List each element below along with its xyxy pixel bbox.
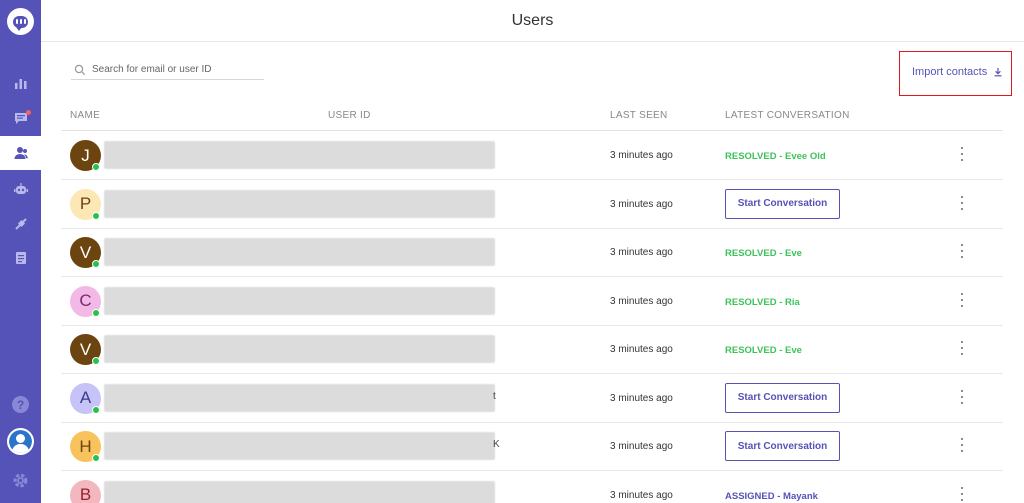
redacted-user-info[interactable]: [104, 383, 495, 412]
conversation-status-link[interactable]: RESOLVED - Ria: [725, 296, 800, 308]
reports-icon[interactable]: [0, 66, 41, 100]
help-icon[interactable]: ?: [12, 396, 29, 413]
online-status-dot: [92, 454, 100, 462]
last-seen-text: 3 minutes ago: [610, 441, 673, 452]
row-more-options-icon[interactable]: [959, 147, 965, 161]
conversation-status-link[interactable]: ASSIGNED - Mayank: [725, 490, 818, 502]
download-icon: [994, 68, 1002, 77]
row-more-options-icon[interactable]: [959, 341, 965, 355]
online-status-dot: [92, 308, 100, 317]
redacted-user-info[interactable]: [104, 480, 495, 503]
row-more-options-icon[interactable]: [959, 486, 965, 501]
online-status-dot: [92, 211, 100, 220]
column-header-latest-conversation[interactable]: LATEST CONVERSATION: [725, 110, 850, 121]
last-seen-text: 3 minutes ago: [610, 392, 673, 404]
online-status-dot: [92, 260, 100, 268]
import-highlight-box: [899, 51, 1012, 96]
start-conversation-button[interactable]: Start Conversation: [725, 431, 840, 461]
import-contacts-label: Import contacts: [912, 66, 988, 78]
search-icon: [74, 64, 86, 75]
start-conversation-button[interactable]: Start Conversation: [725, 382, 840, 413]
integrations-icon[interactable]: [0, 207, 41, 241]
last-seen-text: 3 minutes ago: [610, 247, 673, 258]
bot-icon[interactable]: [0, 172, 41, 206]
redacted-user-info[interactable]: [104, 286, 495, 315]
last-seen-text: 3 minutes ago: [610, 198, 673, 210]
settings-gear-icon[interactable]: [12, 472, 29, 489]
table-row[interactable]: B 3 minutes ago ASSIGNED - Mayank: [61, 471, 1003, 503]
column-header-user-id[interactable]: USER ID: [328, 110, 371, 121]
column-header-name[interactable]: NAME: [70, 110, 101, 121]
online-status-dot: [92, 357, 100, 365]
last-seen-text: 3 minutes ago: [610, 150, 673, 161]
user-id-tail: t: [493, 390, 496, 402]
redacted-user-info[interactable]: [104, 189, 495, 218]
notification-dot: [26, 110, 31, 115]
user-avatar[interactable]: B: [70, 479, 101, 503]
profile-avatar[interactable]: [7, 428, 34, 455]
start-conversation-button[interactable]: Start Conversation: [725, 188, 840, 219]
page-header: Users: [41, 0, 1024, 42]
row-more-options-icon[interactable]: [959, 389, 965, 404]
search-input[interactable]: [92, 64, 262, 75]
search-bar[interactable]: [71, 60, 264, 80]
redacted-user-info[interactable]: [104, 432, 495, 460]
redacted-user-info[interactable]: [104, 238, 495, 266]
conversation-status-link[interactable]: RESOLVED - Evee Old: [725, 151, 826, 162]
users-icon[interactable]: [0, 136, 41, 170]
online-status-dot: [92, 163, 100, 171]
row-more-options-icon[interactable]: [959, 195, 965, 210]
table-header-divider: [61, 130, 1003, 131]
redacted-user-info[interactable]: [104, 335, 495, 363]
redacted-user-info[interactable]: [104, 141, 495, 169]
row-more-options-icon[interactable]: [959, 292, 965, 307]
last-seen-text: 3 minutes ago: [610, 489, 673, 501]
logo-icon[interactable]: [7, 8, 34, 35]
online-status-dot: [92, 405, 100, 414]
last-seen-text: 3 minutes ago: [610, 344, 673, 355]
column-header-last-seen[interactable]: LAST SEEN: [610, 110, 668, 121]
import-contacts-button[interactable]: Import contacts: [912, 65, 1003, 79]
row-more-options-icon[interactable]: [959, 438, 965, 452]
sidebar: ?: [0, 0, 41, 503]
page-title: Users: [511, 11, 554, 29]
conversation-status-link[interactable]: RESOLVED - Eve: [725, 248, 802, 259]
last-seen-text: 3 minutes ago: [610, 295, 673, 307]
row-more-options-icon[interactable]: [959, 244, 965, 258]
user-id-tail: K: [493, 439, 500, 450]
docs-icon[interactable]: [0, 241, 41, 275]
conversations-icon[interactable]: [0, 101, 41, 135]
conversation-status-link[interactable]: RESOLVED - Eve: [725, 345, 802, 356]
